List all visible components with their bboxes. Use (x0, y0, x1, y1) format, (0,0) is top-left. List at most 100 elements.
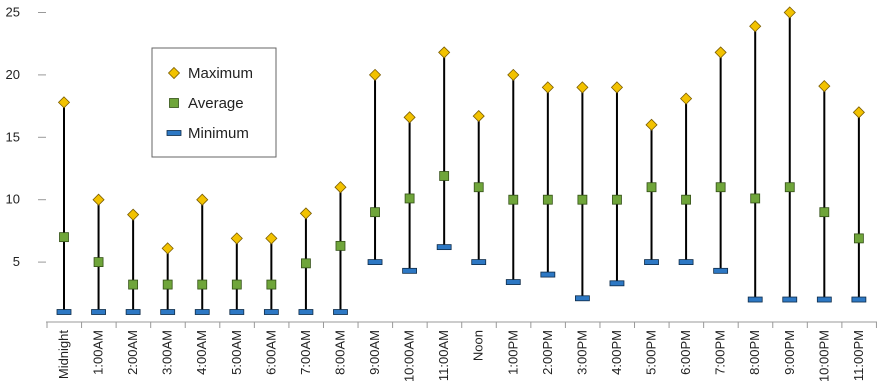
average-marker-19 (715, 182, 726, 193)
minimum-marker-4 (194, 309, 210, 315)
maximum-marker-3 (161, 242, 174, 255)
maximum-marker-4 (196, 193, 209, 206)
minimum-marker-10 (402, 267, 418, 274)
average-marker-6 (266, 279, 277, 290)
legend-average-label: Average (188, 95, 244, 112)
average-marker-3 (162, 279, 173, 290)
minimum-marker-6 (263, 309, 279, 315)
category-group-17 (644, 118, 659, 265)
maximum-marker-12 (472, 110, 485, 123)
category-group-14 (540, 81, 556, 278)
average-marker-13 (508, 194, 519, 205)
category-group-5 (229, 232, 245, 315)
minimum-marker-20 (747, 296, 763, 303)
average-marker-10 (404, 193, 415, 204)
maximum-marker-10 (403, 111, 416, 124)
minimum-marker-15 (575, 295, 590, 302)
category-group-6 (263, 232, 279, 315)
minimum-marker-12 (471, 259, 487, 265)
average-marker-23 (853, 233, 864, 244)
y-tick-label-5: 5 (13, 254, 20, 269)
x-tick-label-17: 5:00PM (644, 330, 659, 375)
x-tick-label-14: 2:00PM (540, 330, 555, 375)
legend-maximum-marker (167, 66, 181, 80)
average-marker-2 (128, 279, 139, 290)
minimum-marker-9 (367, 259, 383, 265)
average-marker-15 (577, 194, 588, 205)
legend-average-marker (169, 98, 179, 108)
average-marker-11 (439, 171, 450, 181)
x-tick-label-9: 9:00AM (367, 330, 382, 375)
category-group-19 (713, 46, 729, 274)
y-tick-label-25: 25 (6, 4, 20, 19)
x-tick-label-7: 7:00AM (298, 330, 313, 375)
category-group-15 (575, 81, 590, 302)
maximum-marker-9 (368, 68, 382, 81)
maximum-marker-23 (852, 106, 865, 119)
y-tick-label-10: 10 (6, 192, 20, 207)
maximum-marker-6 (265, 232, 278, 245)
category-group-1 (91, 193, 106, 315)
maximum-marker-7 (299, 207, 312, 220)
category-group-3 (160, 242, 176, 315)
y-tick-label-20: 20 (6, 67, 20, 82)
maximum-marker-8 (334, 181, 347, 194)
x-tick-label-15: 3:00PM (574, 330, 589, 375)
maximum-marker-15 (576, 81, 589, 94)
category-group-18 (678, 92, 694, 265)
maximum-marker-16 (610, 81, 624, 94)
minimum-marker-11 (436, 244, 452, 251)
average-marker-14 (542, 194, 553, 205)
x-tick-label-1: 1:00AM (91, 330, 106, 375)
legend: Maximum Average Minimum (151, 47, 277, 158)
minimum-marker-13 (505, 279, 521, 285)
category-group-9 (367, 68, 383, 265)
x-tick-label-21: 9:00PM (782, 330, 797, 375)
average-marker-22 (819, 207, 830, 218)
average-marker-5 (231, 279, 242, 290)
x-tick-label-11: 11:00AM (436, 330, 451, 381)
average-marker-0 (59, 232, 69, 243)
minimum-marker-1 (91, 309, 106, 315)
x-tick-label-20: 8:00PM (747, 330, 762, 375)
maximum-marker-0 (57, 96, 71, 109)
minimum-marker-22 (816, 296, 832, 303)
category-group-0 (56, 96, 72, 315)
category-group-12 (471, 110, 487, 265)
average-marker-4 (197, 279, 208, 290)
x-tick-label-5: 5:00AM (229, 330, 244, 375)
x-tick-label-0: Midnight (56, 330, 71, 380)
average-marker-12 (473, 182, 484, 193)
category-group-4 (194, 193, 210, 315)
average-marker-18 (681, 194, 691, 205)
average-marker-17 (646, 182, 657, 193)
minimum-marker-14 (540, 271, 556, 278)
maximum-marker-13 (507, 68, 520, 81)
category-group-16 (609, 81, 625, 287)
maximum-marker-19 (714, 46, 727, 59)
minimum-marker-23 (851, 296, 867, 303)
maximum-marker-11 (438, 46, 451, 59)
average-marker-9 (370, 207, 380, 218)
legend-maximum-label: Maximum (188, 65, 253, 82)
x-tick-label-13: 1:00PM (505, 330, 520, 375)
category-group-21 (782, 6, 798, 303)
minimum-marker-16 (609, 280, 625, 287)
maximum-marker-21 (783, 6, 796, 19)
x-tick-label-12: Noon (471, 330, 486, 361)
x-tick-label-8: 8:00AM (332, 330, 347, 375)
maximum-marker-17 (645, 118, 658, 131)
maximum-marker-18 (680, 92, 693, 105)
average-marker-21 (784, 182, 795, 193)
x-tick-label-19: 7:00PM (713, 330, 728, 375)
minimum-marker-19 (713, 267, 729, 274)
category-group-20 (747, 20, 763, 303)
average-marker-16 (612, 194, 622, 205)
maximum-marker-22 (818, 80, 831, 93)
x-tick-label-22: 10:00PM (816, 330, 831, 382)
minimum-marker-0 (56, 309, 72, 315)
x-tick-label-6: 6:00AM (263, 330, 278, 375)
minimum-marker-7 (298, 309, 314, 315)
